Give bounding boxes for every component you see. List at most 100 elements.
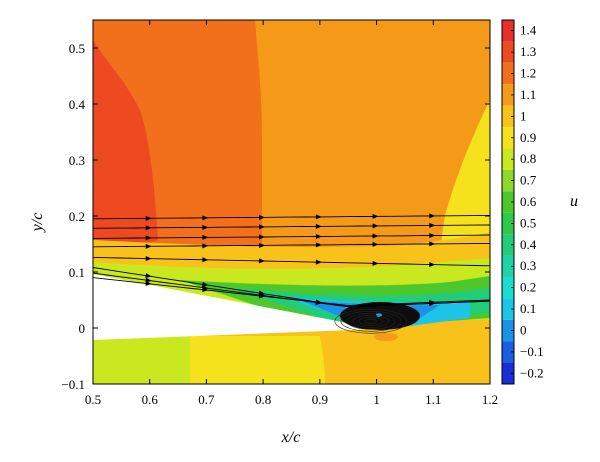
streamline-arrow — [315, 259, 322, 265]
x-tick-label: 0.9 — [312, 392, 328, 407]
x-tick-label: 0.7 — [198, 392, 215, 407]
streamline-arrow — [315, 214, 322, 220]
streamline-arrow — [145, 280, 152, 286]
colorbar-swatch — [502, 169, 514, 192]
y-tick-label: 0.4 — [69, 97, 86, 112]
colorbar-swatch — [502, 362, 514, 384]
x-tick-label: 0.8 — [255, 392, 271, 407]
streamline-arrow — [145, 235, 152, 241]
colorbar-swatch — [502, 234, 514, 256]
colorbar-swatch — [502, 20, 514, 42]
streamline-arrow — [429, 262, 436, 268]
streamline — [93, 277, 490, 307]
bubble-streamline — [364, 318, 378, 324]
streamline-arrow — [258, 293, 266, 299]
streamline-arrow — [429, 222, 436, 228]
streamline-arrow — [145, 273, 152, 279]
colorbar-tick-label: −0.2 — [520, 365, 544, 380]
contour-fields — [93, 20, 490, 384]
contour-region-1-3 — [93, 40, 158, 260]
streamline-arrow — [202, 281, 209, 287]
contour-region-1-0 — [440, 100, 490, 250]
colorbar-swatch — [502, 127, 514, 149]
streamline-arrow — [202, 224, 209, 230]
streamline-arrow — [202, 234, 209, 240]
x-tick-label: 1 — [373, 392, 380, 407]
y-tick-label: 0.5 — [69, 41, 85, 56]
streamline-arrow — [372, 241, 379, 247]
streamline-arrow — [202, 257, 209, 263]
colorbar-swatch — [502, 298, 514, 320]
streamline-arrow — [315, 234, 322, 240]
streamline-arrow — [145, 225, 152, 231]
bubble-streamline — [334, 308, 408, 334]
colorbar-frame — [501, 19, 515, 385]
streamline — [93, 242, 490, 248]
colorbar-swatch — [502, 105, 514, 128]
y-axis-label: y/c — [29, 213, 46, 234]
colorbar-tick-label: 1.3 — [520, 44, 536, 59]
colorbar-tick-label: 0.9 — [520, 130, 536, 145]
streamline-arrow — [145, 215, 152, 221]
streamlines — [93, 213, 490, 334]
colorbar-swatch — [502, 341, 514, 363]
colorbar-tick-label: 1.1 — [520, 87, 536, 102]
contour-region-trailing-orange — [374, 333, 398, 341]
streamline-arrow — [315, 299, 322, 305]
contour-region-below-yellow2 — [190, 336, 325, 384]
streamline — [93, 214, 490, 220]
streamline-arrow — [372, 213, 379, 219]
colorbar-tick-label: 0.7 — [520, 173, 537, 188]
colorbar-tick-label: 0.6 — [520, 194, 537, 209]
y-tick-label: 0 — [79, 321, 86, 336]
y-tick-label: 0.1 — [69, 265, 85, 280]
streamline-arrow — [145, 277, 152, 283]
colorbar-swatch — [502, 255, 514, 277]
bubble-streamline — [352, 314, 390, 328]
streamline-arrow — [259, 234, 266, 240]
y-axis-ticks: −0.1 0 0.1 0.2 0.3 0.4 0.5 — [61, 41, 490, 392]
streamline-arrow — [429, 241, 436, 247]
plot-frame — [92, 19, 491, 385]
streamline-arrow — [429, 299, 436, 305]
streamline-arrow — [429, 233, 436, 239]
streamline — [93, 224, 490, 229]
colorbar-tick-label: 1.2 — [520, 66, 536, 81]
streamline-arrow — [372, 260, 379, 266]
y-tick-label: −0.1 — [61, 377, 85, 392]
streamline-arrow — [202, 215, 209, 221]
bubble-streamline — [340, 310, 402, 332]
colorbar-tick-label: −0.1 — [520, 344, 544, 359]
streamline-arrow — [259, 224, 266, 230]
streamline-arrow — [202, 287, 209, 293]
colorbar-swatch — [502, 319, 514, 342]
y-tick-label: 0.3 — [69, 153, 85, 168]
colorbar-tick-label: 0.1 — [520, 301, 536, 316]
bubble-streamline — [346, 312, 396, 330]
x-tick-label: 1.1 — [425, 392, 441, 407]
y-tick-label: 0.2 — [69, 209, 85, 224]
colorbar-swatch — [502, 148, 514, 170]
colorbar-tick-label: 0.4 — [520, 237, 537, 252]
colorbar-tick-label: 0.2 — [520, 280, 536, 295]
streamline — [93, 234, 490, 239]
streamline — [93, 256, 490, 267]
colorbar-tick-label: 1 — [520, 108, 527, 123]
streamline-arrow — [372, 302, 379, 308]
colorbar-tick-label: 0 — [520, 322, 527, 337]
streamline-arrow — [145, 256, 152, 262]
colorbar-swatch — [502, 276, 514, 299]
bubble-streamline — [358, 316, 384, 326]
streamline-arrow — [202, 243, 209, 249]
x-axis-label: x/c — [281, 429, 301, 446]
x-axis-ticks: 0.5 0.6 0.7 0.8 0.9 1 1.1 1.2 — [85, 20, 498, 407]
colorbar-swatch — [502, 84, 514, 106]
x-tick-label: 0.5 — [85, 392, 101, 407]
streamline-arrow — [259, 214, 266, 220]
colorbar-swatch — [502, 62, 514, 85]
colorbar-tick-label: 0.5 — [520, 215, 536, 230]
x-tick-label: 1.2 — [482, 392, 498, 407]
airfoil-body — [93, 274, 379, 340]
colorbar-tick-label: 0.3 — [520, 258, 536, 273]
